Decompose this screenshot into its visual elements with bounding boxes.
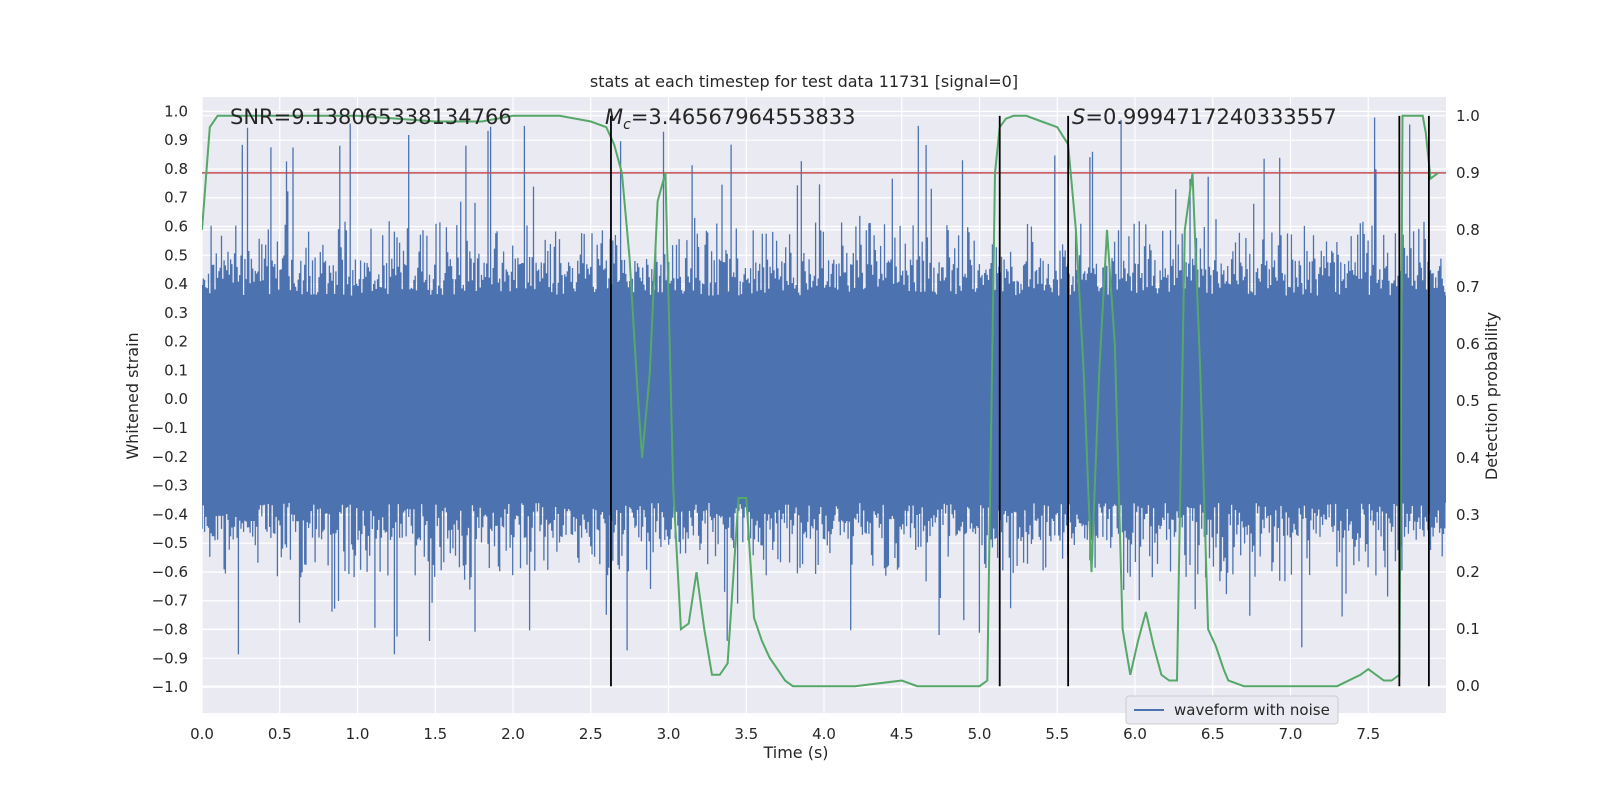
y-left-tick-label: −0.5 <box>152 534 188 552</box>
x-axis-label: Time (s) <box>762 743 828 762</box>
y-right-tick-label: 0.6 <box>1456 335 1480 353</box>
x-tick-label: 4.0 <box>812 725 836 743</box>
x-tick-label: 6.0 <box>1123 725 1147 743</box>
y-left-tick-label: 0.0 <box>164 390 188 408</box>
vertical-markers <box>610 115 1430 687</box>
y-right-tick-label: 0.2 <box>1456 563 1480 581</box>
x-tick-label: 2.0 <box>501 725 525 743</box>
y-left-axis-ticks: 1.0 0.9 0.8 0.7 0.6 0.5 0.4 0.3 0.2 0.1 0.0 −0.1 −0.… <box>152 102 188 696</box>
y-right-tick-label: 0.0 <box>1456 677 1480 695</box>
y-left-tick-label: −0.8 <box>152 621 188 639</box>
mc-subscript: c <box>623 117 631 133</box>
y-left-tick-label: −0.6 <box>152 563 188 581</box>
x-tick-label: 7.5 <box>1356 725 1380 743</box>
y-left-tick-label: −0.7 <box>152 592 188 610</box>
y-left-tick-label: 0.1 <box>164 361 188 379</box>
x-axis-ticks: 0.0 0.5 1.0 1.5 2.0 2.5 3.0 3.5 4.0 4.5 5.0 5.5 6.0 6… <box>190 725 1380 743</box>
y-left-tick-label: 0.5 <box>164 246 188 264</box>
x-tick-label: 3.0 <box>657 725 681 743</box>
y-right-axis-ticks: 0.0 0.1 0.2 0.3 0.4 0.5 0.6 0.7 0.8 0.9 1.0 <box>1456 107 1480 695</box>
chart-title: stats at each timestep for test data 117… <box>590 72 1018 91</box>
y-left-tick-label: −0.3 <box>152 477 188 495</box>
y-left-tick-label: −1.0 <box>152 678 188 696</box>
s-value: =0.9994717240333557 <box>1085 105 1336 129</box>
y-right-tick-label: 0.3 <box>1456 506 1480 524</box>
x-tick-label: 4.5 <box>890 725 914 743</box>
mc-annotation: Mc=3.46567964553833 <box>605 105 856 133</box>
y-right-axis-label: Detection probability <box>1482 312 1501 480</box>
x-tick-label: 0.5 <box>268 725 292 743</box>
series-waveform-with-noise <box>202 117 1446 655</box>
x-tick-label: 1.5 <box>423 725 447 743</box>
y-left-tick-label: 0.7 <box>164 189 188 207</box>
y-right-tick-label: 0.5 <box>1456 392 1480 410</box>
y-left-axis-label: Whitened strain <box>123 332 142 459</box>
mc-value: =3.46567964553833 <box>631 105 856 129</box>
y-left-tick-label: −0.9 <box>152 649 188 667</box>
x-tick-label: 2.5 <box>579 725 603 743</box>
legend: waveform with noise <box>1125 695 1339 725</box>
y-left-tick-label: 0.9 <box>164 131 188 149</box>
y-left-tick-label: 0.4 <box>164 275 188 293</box>
x-tick-label: 0.0 <box>190 725 214 743</box>
x-tick-label: 7.0 <box>1279 725 1303 743</box>
y-left-tick-label: 1.0 <box>164 102 188 120</box>
y-right-tick-label: 0.1 <box>1456 620 1480 638</box>
y-right-tick-label: 1.0 <box>1456 107 1480 125</box>
mc-symbol: M <box>605 105 623 129</box>
x-tick-label: 6.5 <box>1201 725 1225 743</box>
x-tick-label: 3.5 <box>734 725 758 743</box>
y-left-tick-label: 0.6 <box>164 218 188 236</box>
legend-box <box>1125 695 1339 725</box>
waveform-spikes <box>202 117 1446 655</box>
y-right-tick-label: 0.4 <box>1456 449 1480 467</box>
y-left-tick-label: −0.1 <box>152 419 188 437</box>
s-annotation: S=0.9994717240333557 <box>1072 105 1337 129</box>
x-tick-label: 5.5 <box>1045 725 1069 743</box>
series-detection-probability <box>202 114 1439 688</box>
y-left-tick-label: −0.2 <box>152 448 188 466</box>
snr-annotation: SNR=9.138065338134766 <box>230 105 512 129</box>
y-left-tick-label: 0.2 <box>164 333 188 351</box>
x-tick-label: 1.0 <box>346 725 370 743</box>
s-symbol: S <box>1072 105 1085 129</box>
y-left-tick-label: −0.4 <box>152 505 188 523</box>
y-right-tick-label: 0.9 <box>1456 164 1480 182</box>
y-right-tick-label: 0.7 <box>1456 278 1480 296</box>
y-right-tick-label: 0.8 <box>1456 221 1480 239</box>
y-left-tick-label: 0.3 <box>164 304 188 322</box>
legend-label: waveform with noise <box>1174 701 1330 719</box>
plot-content <box>202 114 1446 688</box>
x-tick-label: 5.0 <box>968 725 992 743</box>
y-left-tick-label: 0.8 <box>164 160 188 178</box>
